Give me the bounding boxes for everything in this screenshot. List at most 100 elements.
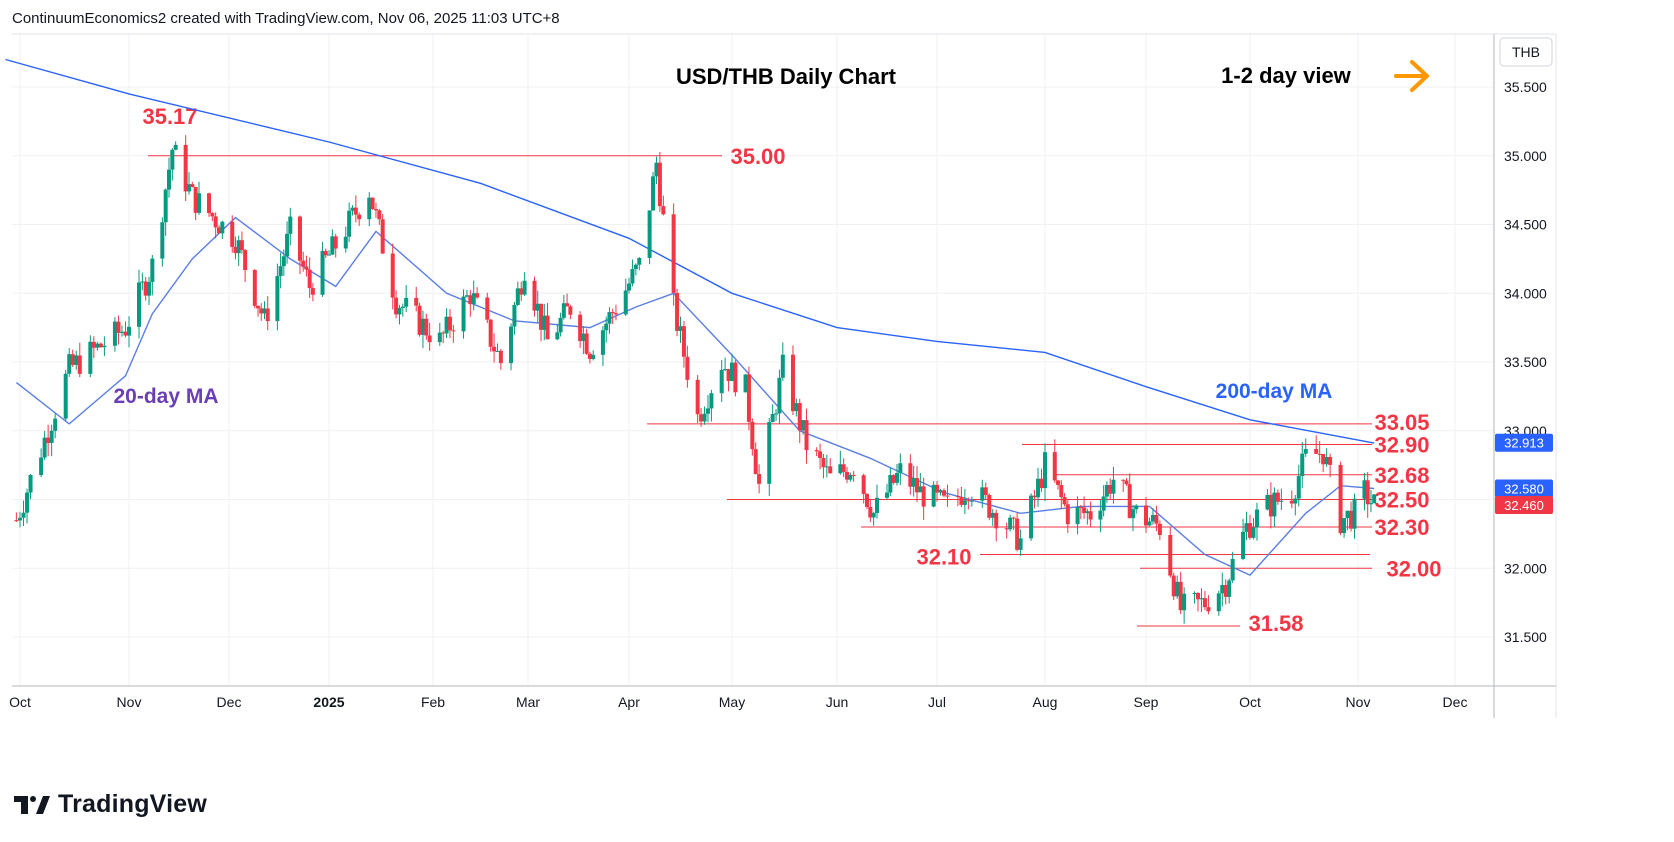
candle-body — [871, 512, 876, 518]
tradingview-logo[interactable]: TradingView — [14, 790, 207, 819]
candle-body — [1171, 575, 1176, 597]
candle-body — [301, 260, 306, 267]
candle-body — [1342, 518, 1347, 534]
candle-body — [522, 280, 527, 295]
candle-body — [42, 437, 47, 458]
candle-body — [578, 314, 583, 342]
candle-body — [1268, 494, 1273, 517]
candle-body — [851, 474, 856, 476]
candle-body — [545, 315, 550, 340]
candle-body — [320, 250, 325, 295]
candle-body — [743, 374, 748, 393]
candle-body — [377, 210, 382, 220]
candle-body — [1127, 484, 1132, 519]
candle-body — [116, 321, 121, 333]
candle-body — [845, 471, 849, 480]
candle-body — [797, 403, 802, 431]
candle-body — [1008, 517, 1013, 530]
level-label: 32.10 — [916, 545, 971, 570]
axes — [12, 33, 1557, 718]
candle-body — [719, 369, 724, 394]
candle-body — [252, 270, 257, 306]
candle-body — [213, 216, 218, 228]
candle-body — [1059, 484, 1064, 498]
candle-body — [647, 210, 652, 258]
candle-body — [137, 282, 141, 327]
candle-body — [488, 319, 493, 347]
candle-body — [1199, 598, 1204, 600]
candle-body — [236, 240, 241, 254]
candle-body — [818, 451, 823, 458]
candle-body — [1088, 511, 1093, 520]
candle-body — [1206, 607, 1211, 612]
candle-body — [770, 413, 775, 423]
candle-body — [931, 484, 936, 507]
candle-body — [46, 437, 51, 443]
candle-body — [515, 288, 520, 305]
candle-body — [140, 281, 145, 283]
candle-body — [210, 213, 215, 217]
candle-body — [1150, 514, 1155, 522]
candle-body — [774, 413, 779, 415]
candle-body — [347, 210, 352, 237]
y-tick-label: 35.000 — [1504, 148, 1547, 164]
candle-body — [509, 326, 514, 364]
candle-body — [1300, 453, 1305, 477]
price-badge-label: 32.913 — [1504, 436, 1544, 451]
candle-body — [217, 227, 221, 234]
level-label: 32.50 — [1374, 488, 1429, 513]
x-tick-label: May — [719, 694, 745, 710]
ma200-layer — [5, 58, 1375, 444]
candle-body — [1056, 480, 1061, 485]
candle-body — [1372, 494, 1377, 504]
candle-body — [938, 490, 943, 493]
candle-body — [633, 264, 638, 270]
candle-body — [1036, 478, 1041, 498]
view-label: 1-2 day view — [1221, 63, 1352, 88]
candle-body — [1078, 506, 1083, 508]
price-badge-label: 32.460 — [1504, 498, 1544, 513]
candle-body — [1101, 496, 1106, 511]
candle-body — [671, 214, 676, 293]
candle-body — [28, 475, 33, 493]
candle-body — [123, 331, 128, 336]
candle-body — [437, 332, 442, 343]
candle-body — [498, 350, 503, 364]
candle-body — [1108, 484, 1113, 494]
candle-body — [980, 487, 985, 501]
level-label: 32.68 — [1374, 463, 1429, 488]
candle-body — [955, 495, 960, 497]
candle-body — [600, 330, 605, 355]
ma200-line — [5, 58, 1375, 444]
candle-body — [908, 463, 913, 487]
candle-body — [310, 288, 315, 295]
ma200-label: 200-day MA — [1216, 380, 1333, 403]
candle-body — [88, 341, 93, 374]
candle-body — [63, 373, 68, 419]
y-tick-label: 34.000 — [1504, 285, 1547, 301]
candle-body — [565, 303, 570, 307]
candle-body — [74, 355, 79, 365]
currency-box[interactable] — [1499, 37, 1553, 67]
y-tick-label: 35.500 — [1504, 79, 1547, 95]
x-tick-label: Sep — [1134, 694, 1159, 710]
candle-body — [1265, 494, 1270, 510]
candle-body — [1065, 504, 1070, 525]
ma20-layer — [15, 216, 1375, 576]
candle-body — [861, 475, 866, 495]
candle-body — [753, 449, 758, 475]
candle-body — [990, 512, 995, 518]
candle-body — [424, 318, 429, 336]
candle-body — [281, 256, 286, 267]
x-tick-label: Feb — [421, 694, 445, 710]
candle-body — [495, 350, 500, 352]
candle-body — [143, 281, 148, 296]
candle-body — [468, 295, 473, 305]
candle-body — [1157, 523, 1162, 536]
candle-body — [1082, 507, 1087, 514]
x-tick-label: Oct — [1239, 694, 1261, 710]
candle-body — [1244, 523, 1249, 532]
candle-body — [532, 280, 537, 311]
level-label: 35.00 — [730, 144, 785, 169]
